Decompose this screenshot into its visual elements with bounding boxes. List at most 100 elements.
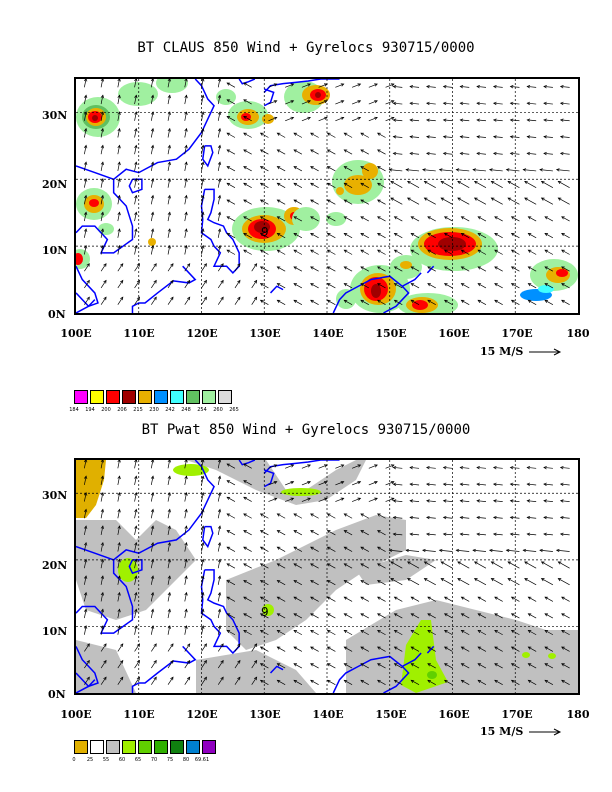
wind-vector — [509, 499, 520, 503]
coastline-segment — [332, 275, 410, 313]
wind-vector — [243, 149, 252, 155]
wind-vector — [217, 263, 224, 272]
wind-vector — [226, 596, 236, 602]
wind-vector — [557, 578, 570, 586]
wind-vector — [226, 166, 236, 172]
wind-vector — [527, 299, 537, 305]
wind-vector — [217, 194, 222, 205]
wind-vector — [527, 663, 537, 669]
wind-vector — [259, 266, 269, 272]
wind-vector — [510, 613, 520, 619]
wind-vector — [406, 180, 420, 188]
wind-vector — [310, 283, 319, 289]
wind-vector — [427, 679, 436, 685]
wind-vector — [100, 659, 107, 669]
wind-vector — [259, 580, 269, 586]
wind-vector — [477, 646, 487, 652]
wind-vector — [561, 646, 570, 652]
wind-vector — [83, 144, 88, 155]
colorbar-pwat — [74, 740, 218, 754]
wind-vector — [251, 676, 258, 685]
lat-label: 0N — [48, 308, 66, 321]
coastline-segment — [263, 469, 275, 488]
wind-vector — [134, 558, 138, 569]
wind-vector — [201, 244, 205, 255]
colorbar-swatch — [138, 740, 152, 754]
wind-vector — [276, 233, 286, 239]
wind-vector — [83, 591, 88, 602]
wind-vector — [167, 127, 171, 138]
wind-vector — [455, 548, 470, 553]
wind-vector — [561, 266, 570, 272]
wind-vector — [259, 630, 269, 636]
wind-vector — [360, 563, 370, 569]
wind-vector — [293, 646, 303, 652]
wind-vector — [409, 499, 420, 503]
wind-vector — [117, 508, 121, 519]
wind-vector — [559, 482, 570, 486]
wind-vector — [360, 513, 370, 519]
wind-vector — [526, 85, 537, 89]
wind-vector — [557, 197, 570, 205]
wind-vector — [184, 228, 188, 238]
wind-vector — [217, 558, 222, 569]
wind-vector — [117, 625, 121, 635]
wind-vector — [100, 492, 105, 502]
wind-vector — [83, 244, 88, 255]
colorbar-tick-label: 60 — [118, 757, 126, 763]
wind-vector — [442, 85, 453, 89]
wind-vector — [217, 94, 222, 105]
wind-vector — [259, 596, 269, 602]
wind-vector — [100, 94, 105, 105]
wind-vector — [559, 532, 570, 536]
wind-vector — [184, 127, 188, 138]
wind-vector — [150, 508, 155, 519]
wind-vector — [457, 578, 470, 586]
wind-vector — [409, 135, 420, 139]
wind-vector — [167, 194, 171, 205]
wind-vector — [318, 100, 328, 105]
wind-vector — [243, 480, 252, 486]
wind-vector — [460, 646, 470, 652]
wind-vector — [276, 563, 286, 569]
lon-label: 120E — [186, 708, 218, 721]
wind-vector — [393, 233, 403, 239]
wind-vector — [310, 216, 319, 222]
wind-vector — [201, 263, 207, 272]
wind-vector — [293, 563, 303, 569]
lon-label: 180 — [566, 708, 590, 721]
wind-vector — [457, 197, 470, 205]
lon-label: 170E — [501, 708, 533, 721]
wind-vector — [243, 116, 252, 122]
wind-vector — [540, 578, 554, 586]
wind-vector — [217, 244, 222, 255]
wind-vector — [259, 132, 269, 138]
wind-vector — [100, 244, 105, 255]
wind-vector — [217, 279, 224, 289]
wind-vector — [392, 466, 403, 470]
wind-vector — [268, 464, 278, 469]
wind-vector — [100, 575, 105, 585]
colorbar-swatch — [122, 740, 136, 754]
wind-vector — [268, 83, 278, 88]
wind-vector — [310, 299, 319, 305]
wind-vector — [167, 178, 171, 188]
wind-vector — [343, 596, 353, 602]
wind-vector — [460, 249, 470, 255]
wind-vector — [117, 591, 121, 602]
wind-vector — [443, 613, 453, 619]
wind-vector — [100, 127, 105, 138]
wind-vector — [343, 613, 353, 619]
wind-vector — [83, 508, 88, 519]
wind-vector — [510, 663, 520, 669]
wind-vector — [476, 85, 487, 89]
wind-vector — [377, 299, 386, 305]
wind-vector — [392, 135, 403, 139]
wind-vector — [459, 85, 470, 89]
wind-vector — [473, 578, 487, 586]
panel1-title: BT CLAUS 850 Wind + Gyrelocs 930715/0000 — [137, 40, 475, 56]
wind-vector — [492, 466, 503, 470]
wind-vector — [427, 630, 436, 636]
wind-vector — [385, 464, 395, 469]
wind-vector — [526, 482, 537, 486]
